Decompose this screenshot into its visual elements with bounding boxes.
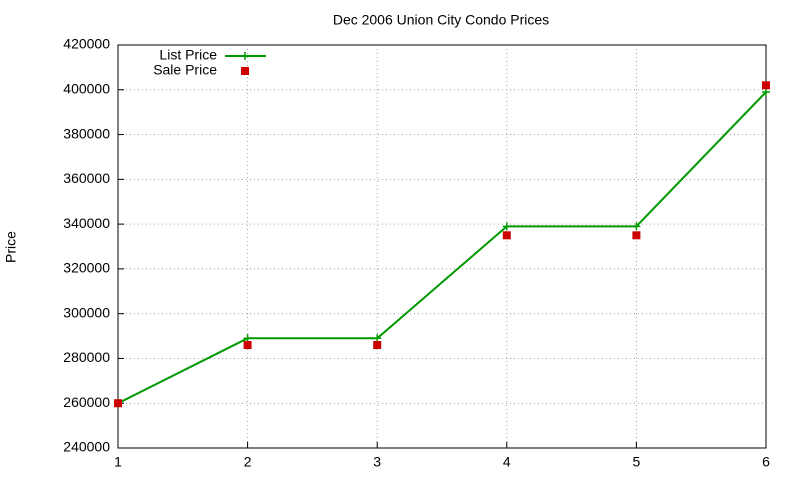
y-tick-label: 280000 — [63, 349, 110, 365]
y-tick-label: 300000 — [63, 304, 110, 320]
x-tick-label: 6 — [762, 454, 770, 470]
plot-frame — [117, 44, 767, 449]
y-tick-label: 360000 — [63, 170, 110, 186]
y-tick-label: 400000 — [63, 80, 110, 96]
data-point — [632, 222, 641, 231]
y-tick-label: 320000 — [63, 260, 110, 276]
data-point — [502, 222, 511, 231]
data-point — [373, 341, 382, 350]
data-point — [114, 399, 122, 408]
data-point — [373, 334, 382, 343]
series-line — [117, 91, 767, 405]
x-tick-label: 3 — [373, 454, 381, 470]
y-tick-label: 420000 — [63, 36, 110, 52]
chart-title: Dec 2006 Union City Condo Prices — [333, 12, 549, 28]
data-point — [502, 231, 511, 240]
y-tick-label: 380000 — [63, 125, 110, 141]
y-tick-label: 260000 — [63, 394, 110, 410]
data-point — [243, 334, 252, 343]
legend-label: Sale Price — [153, 62, 217, 78]
y-axis-label: Price — [3, 231, 19, 263]
data-point — [762, 81, 770, 90]
x-tick-label: 2 — [244, 454, 252, 470]
legend-swatch — [241, 52, 249, 60]
x-tick-label: 5 — [633, 454, 641, 470]
data-point — [243, 341, 252, 350]
legend-swatch — [241, 67, 249, 75]
y-tick-label: 340000 — [63, 215, 110, 231]
data-point — [762, 88, 770, 97]
data-point — [632, 231, 641, 240]
x-tick-label: 1 — [114, 454, 122, 470]
y-tick-label: 240000 — [63, 439, 110, 455]
legend-label: List Price — [159, 47, 217, 63]
x-tick-label: 4 — [503, 454, 511, 470]
